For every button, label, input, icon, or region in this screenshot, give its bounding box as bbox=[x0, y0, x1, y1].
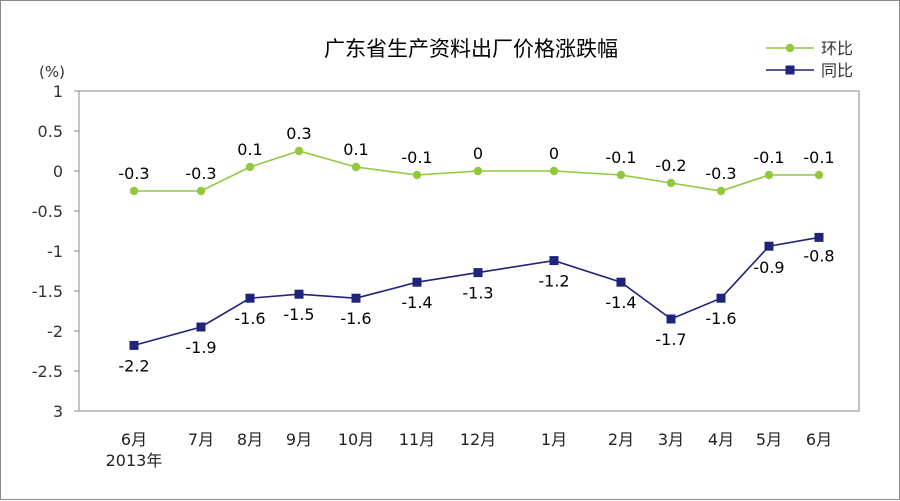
x-tick-label: 4月 bbox=[708, 430, 734, 449]
x-tick-label: 6月 bbox=[121, 430, 147, 449]
series-yoy: -2.2 -1.9 -1.6 -1.5 -1.6 -1.4 -1.3 -1.2 -1.4 -1.7… bbox=[118, 232, 835, 375]
data-point bbox=[814, 170, 824, 180]
data-point bbox=[196, 322, 206, 332]
data-label: -1.9 bbox=[185, 338, 216, 357]
data-point bbox=[412, 277, 422, 287]
data-label: -1.3 bbox=[462, 284, 493, 303]
data-label: 0 bbox=[473, 144, 483, 163]
y-tick-label: 0 bbox=[53, 162, 63, 181]
data-point bbox=[129, 186, 139, 196]
data-label: -0.3 bbox=[185, 164, 216, 183]
y-tick-label: -0.5 bbox=[32, 202, 63, 221]
data-point bbox=[666, 178, 676, 188]
data-point bbox=[245, 293, 255, 303]
y-tick-label: 3 bbox=[53, 402, 63, 421]
data-point bbox=[245, 162, 255, 172]
x-tick-label: 1月 bbox=[541, 430, 567, 449]
data-label: -0.1 bbox=[803, 148, 834, 167]
data-point bbox=[716, 293, 726, 303]
data-point bbox=[616, 277, 626, 287]
data-label: -0.9 bbox=[753, 258, 784, 277]
data-point bbox=[764, 170, 774, 180]
data-label: -0.2 bbox=[655, 156, 686, 175]
data-point bbox=[129, 340, 139, 350]
chart-title: 广东省生产资料出厂价格涨跌幅 bbox=[324, 37, 618, 61]
x-tick-label: 10月 bbox=[338, 430, 374, 449]
data-label: -0.3 bbox=[705, 164, 736, 183]
legend-marker bbox=[785, 65, 795, 75]
data-label: -1.6 bbox=[705, 309, 736, 328]
data-label: -0.8 bbox=[803, 246, 834, 265]
data-label: -0.1 bbox=[753, 148, 784, 167]
data-point bbox=[473, 166, 483, 176]
x-tick-sublabel: 2013年 bbox=[106, 451, 163, 470]
data-label: -0.3 bbox=[118, 164, 149, 183]
data-point bbox=[616, 170, 626, 180]
y-tick-label: -2 bbox=[47, 322, 63, 341]
data-point bbox=[764, 241, 774, 251]
data-label: 0 bbox=[549, 144, 559, 163]
series-mom: -0.3 -0.30.10.30.1 -0.1 0 0 -0.1 -0.2 -0.3-0.1-… bbox=[118, 124, 835, 196]
data-point bbox=[473, 268, 483, 278]
data-label: 0.3 bbox=[286, 124, 311, 143]
series-layer: -0.3 -0.30.10.30.1 -0.1 0 0 -0.1 -0.2 -0.3-0.1-… bbox=[118, 124, 834, 375]
data-point bbox=[294, 146, 304, 156]
legend-marker bbox=[785, 43, 795, 53]
x-tick-label: 7月 bbox=[188, 430, 214, 449]
data-label: 0.1 bbox=[237, 140, 262, 159]
data-point bbox=[666, 314, 676, 324]
data-label: -1.4 bbox=[605, 293, 636, 312]
data-point bbox=[412, 170, 422, 180]
data-point bbox=[814, 232, 824, 242]
legend-label: 环比 bbox=[821, 39, 853, 58]
data-label: -0.1 bbox=[401, 148, 432, 167]
data-label: 0.1 bbox=[343, 140, 368, 159]
legend-label: 同比 bbox=[821, 61, 853, 80]
y-tick-label: 1 bbox=[53, 82, 63, 101]
data-point bbox=[351, 293, 361, 303]
y-tick-label: -1 bbox=[47, 242, 63, 261]
y-tick-label: -2.5 bbox=[32, 362, 63, 381]
data-point bbox=[549, 166, 559, 176]
x-tick-label: 8月 bbox=[237, 430, 263, 449]
data-label: -2.2 bbox=[118, 356, 149, 375]
data-point bbox=[351, 162, 361, 172]
data-point bbox=[294, 289, 304, 299]
x-tick-label: 5月 bbox=[756, 430, 782, 449]
data-point bbox=[716, 186, 726, 196]
x-tick-label: 2月 bbox=[608, 430, 634, 449]
data-label: -1.5 bbox=[283, 305, 314, 324]
plot-area bbox=[78, 90, 860, 412]
y-tick-label: -1.5 bbox=[32, 282, 63, 301]
data-label: -0.1 bbox=[605, 148, 636, 167]
x-tick-label: 11月 bbox=[399, 430, 435, 449]
data-label: -1.6 bbox=[234, 309, 265, 328]
y-axis: 1 0.5 0 -0.5 -1 -1.5 -2 -2.5 3 bbox=[32, 82, 79, 421]
y-tick-label: 0.5 bbox=[38, 122, 63, 141]
x-axis: 6月 2013年 7月 8月 9月 10月 11月 12月 1月 2月 3月 4月 5月 6月 bbox=[106, 430, 832, 470]
x-tick-label: 12月 bbox=[460, 430, 496, 449]
data-label: -1.2 bbox=[538, 272, 569, 291]
x-tick-label: 6月 bbox=[806, 430, 832, 449]
data-label: -1.6 bbox=[340, 309, 371, 328]
data-point bbox=[549, 256, 559, 266]
x-tick-label: 9月 bbox=[286, 430, 312, 449]
data-label: -1.7 bbox=[655, 330, 686, 349]
data-label: -1.4 bbox=[401, 293, 432, 312]
y-unit-label: (%) bbox=[39, 63, 65, 81]
data-point bbox=[196, 186, 206, 196]
x-tick-label: 3月 bbox=[658, 430, 684, 449]
